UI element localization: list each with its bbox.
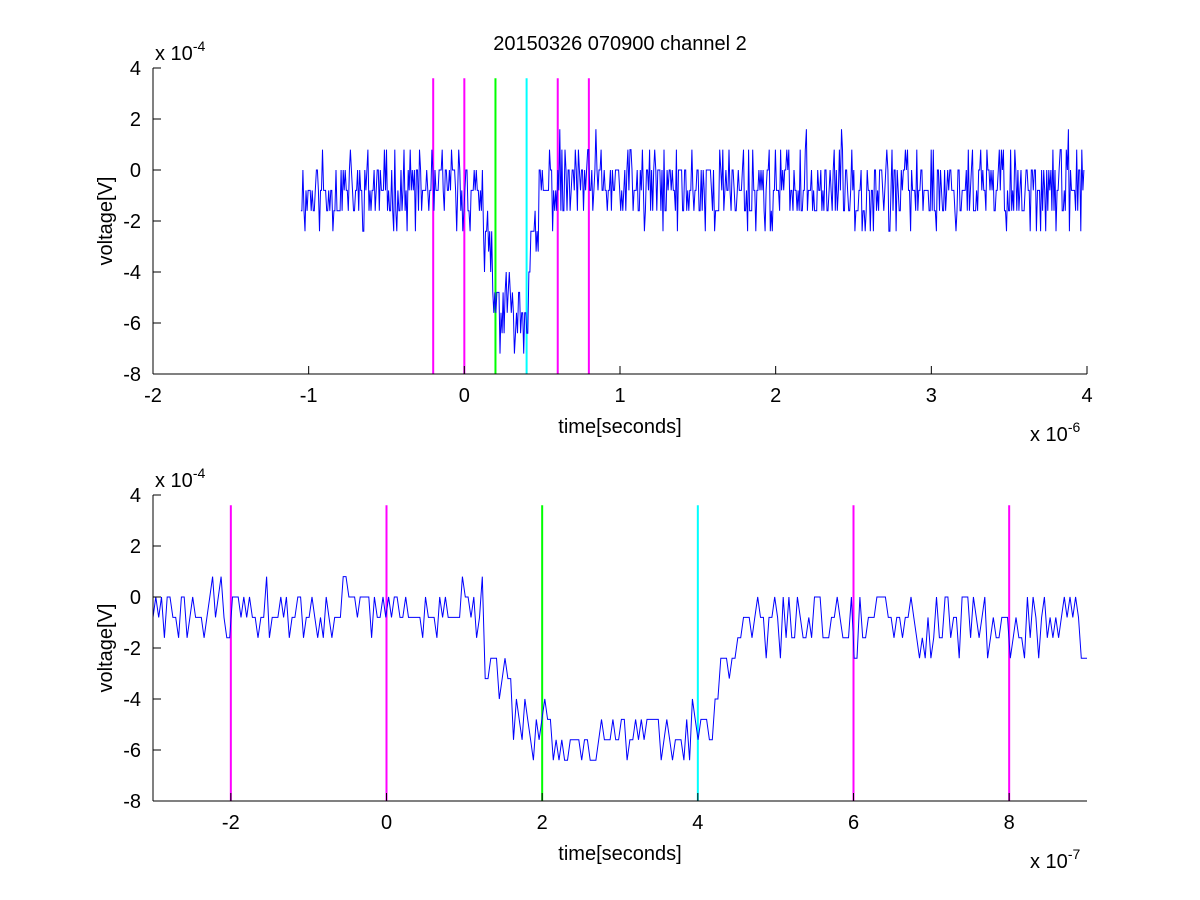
bottom-y-exponent: x 10-4 bbox=[155, 465, 205, 492]
x-tick-label: 2 bbox=[770, 385, 781, 407]
y-tick-label: -2 bbox=[123, 211, 141, 233]
x-tick-label: 2 bbox=[537, 812, 548, 834]
x-tick-label: 3 bbox=[926, 385, 937, 407]
bottom-plot-area bbox=[153, 495, 1087, 801]
y-tick-label: 0 bbox=[130, 587, 141, 609]
top-x-axis-label: time[seconds] bbox=[558, 416, 681, 438]
y-tick-label: -4 bbox=[123, 262, 141, 284]
top-y-axis-label: voltage[V] bbox=[95, 177, 117, 266]
y-tick-label: -6 bbox=[123, 740, 141, 762]
x-tick-label: 0 bbox=[459, 385, 470, 407]
bottom-marker-lines bbox=[229, 505, 1011, 801]
bottom-ticks: -2 0 2 4 6 8 -8 -6 -4 -2 0 2 4 bbox=[123, 485, 1015, 834]
y-tick-label: 2 bbox=[130, 109, 141, 131]
signal-line bbox=[152, 576, 1087, 761]
top-plot-area bbox=[153, 68, 1087, 374]
y-tick-label: 4 bbox=[130, 485, 141, 507]
top-x-exponent: x 10-6 bbox=[1030, 419, 1080, 446]
y-tick-label: -6 bbox=[123, 313, 141, 335]
bottom-subplot: -2 0 2 4 6 8 -8 -6 -4 -2 0 2 4 time[seconds] voltage… bbox=[95, 465, 1087, 873]
top-y-exponent: x 10-4 bbox=[155, 38, 205, 65]
y-tick-label: 2 bbox=[130, 536, 141, 558]
x-tick-label: -2 bbox=[144, 385, 162, 407]
y-tick-label: -8 bbox=[123, 791, 141, 813]
x-tick-label: 4 bbox=[1081, 385, 1092, 407]
y-tick-label: 4 bbox=[130, 58, 141, 80]
x-tick-label: 4 bbox=[692, 812, 703, 834]
top-ticks: -2 -1 0 1 2 3 4 -8 -6 -4 -2 0 2 4 bbox=[123, 58, 1092, 407]
x-tick-label: 6 bbox=[848, 812, 859, 834]
x-tick-label: 0 bbox=[381, 812, 392, 834]
top-series bbox=[300, 129, 1085, 354]
chart-title: 20150326 070900 channel 2 bbox=[493, 33, 747, 55]
bottom-x-axis-label: time[seconds] bbox=[558, 843, 681, 865]
signal-line bbox=[300, 129, 1085, 354]
y-tick-label: -2 bbox=[123, 638, 141, 660]
y-tick-label: -8 bbox=[123, 364, 141, 386]
top-subplot: 20150326 070900 channel 2 -2 -1 0 1 2 3 4-8-6-… bbox=[95, 33, 1093, 446]
bottom-y-axis-label: voltage[V] bbox=[95, 604, 117, 693]
x-tick-label: 8 bbox=[1004, 812, 1015, 834]
bottom-series bbox=[152, 576, 1087, 761]
x-tick-label: -2 bbox=[222, 812, 240, 834]
x-tick-label: 1 bbox=[614, 385, 625, 407]
x-tick-label: -1 bbox=[300, 385, 318, 407]
y-tick-label: -4 bbox=[123, 689, 141, 711]
y-tick-label: 0 bbox=[130, 160, 141, 182]
bottom-x-exponent: x 10-7 bbox=[1030, 846, 1080, 873]
